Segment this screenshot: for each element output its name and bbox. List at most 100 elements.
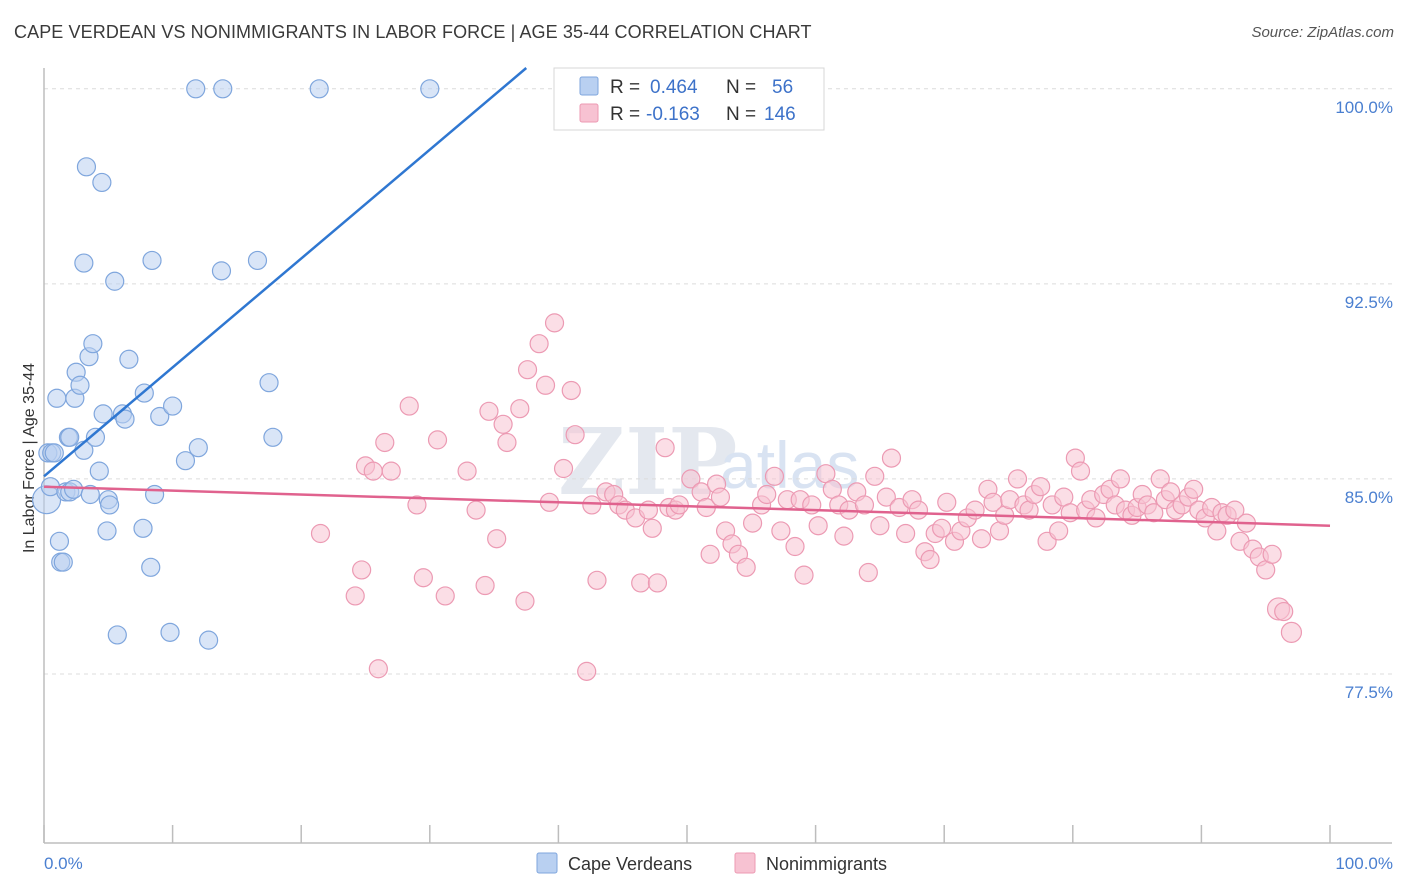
cape-verdean-point-23 bbox=[85, 427, 106, 447]
cape-verdeans-trendline bbox=[43, 67, 528, 478]
y-tick-labels: 77.5% 85.0% 92.5% 100.0% bbox=[1335, 98, 1393, 702]
nonimmigrant-point-18 bbox=[493, 414, 513, 434]
nonimmigrant-point-64 bbox=[794, 565, 814, 585]
cape-verdean-point-37 bbox=[141, 557, 161, 577]
legend-n-value-2: 146 bbox=[764, 104, 796, 125]
cape-verdean-point-22 bbox=[83, 334, 103, 354]
nonimmigrant-point-24 bbox=[535, 375, 556, 395]
nonimmigrant-point-66 bbox=[808, 516, 828, 536]
nonimmigrant-point-142 bbox=[1262, 544, 1282, 564]
x-tick-label-min: 0.0% bbox=[44, 854, 83, 873]
cape-verdean-point-34 bbox=[119, 349, 139, 369]
cape-verdean-point-19 bbox=[76, 157, 97, 177]
nonimmigrant-point-1 bbox=[345, 586, 365, 606]
nonimmigrant-point-133 bbox=[1207, 521, 1227, 541]
nonimmigrant-point-98 bbox=[1007, 469, 1028, 489]
y-tick-label-1: 85.0% bbox=[1345, 488, 1393, 507]
trendlines bbox=[43, 67, 1331, 527]
nonimmigrant-point-32 bbox=[587, 570, 607, 590]
nonimmigrant-point-38 bbox=[631, 573, 651, 593]
nonimmigrant-point-26 bbox=[544, 313, 565, 333]
cape-verdean-point-40 bbox=[150, 406, 170, 427]
nonimmigrants-trendline bbox=[43, 485, 1331, 527]
nonimmigrant-point-9 bbox=[407, 495, 427, 515]
nonimmigrant-point-80 bbox=[896, 523, 916, 544]
y-tick-label-3: 100.0% bbox=[1335, 98, 1393, 117]
cape-verdean-point-4 bbox=[44, 443, 64, 463]
nonimmigrant-point-40 bbox=[642, 518, 662, 538]
cape-verdean-point-50 bbox=[259, 373, 279, 393]
cape-verdean-point-35 bbox=[133, 518, 153, 538]
bottom-legend-swatch-pink bbox=[734, 852, 756, 874]
nonimmigrant-point-7 bbox=[381, 461, 401, 481]
cape-verdeans-points bbox=[31, 79, 440, 650]
nonimmigrant-point-5 bbox=[368, 659, 388, 679]
nonimmigrant-point-17 bbox=[487, 529, 507, 549]
nonimmigrant-point-42 bbox=[655, 438, 675, 458]
nonimmigrant-point-4 bbox=[363, 461, 383, 481]
nonimmigrant-point-129 bbox=[1184, 479, 1204, 499]
nonimmigrant-point-51 bbox=[710, 487, 731, 507]
nonimmigrant-point-78 bbox=[881, 448, 902, 468]
nonimmigrant-point-136 bbox=[1225, 500, 1245, 520]
cape-verdean-point-11 bbox=[60, 427, 80, 447]
x-tick-label-max: 100.0% bbox=[1335, 854, 1393, 873]
nonimmigrant-point-23 bbox=[529, 334, 549, 354]
cape-verdean-point-26 bbox=[93, 404, 113, 424]
cape-verdean-point-49 bbox=[247, 250, 268, 271]
legend-r-label-1: R = bbox=[610, 77, 640, 98]
nonimmigrant-point-74 bbox=[858, 562, 878, 583]
bottom-legend-nonimmigrants: Nonimmigrants bbox=[766, 854, 887, 874]
cape-verdean-point-24 bbox=[89, 461, 109, 481]
nonimmigrant-point-59 bbox=[764, 466, 785, 486]
nonimmigrant-point-0 bbox=[310, 523, 331, 544]
cape-verdean-point-43 bbox=[175, 451, 196, 471]
y-axis-label: In Labor Force | Age 35-44 bbox=[21, 363, 38, 553]
nonimmigrant-point-55 bbox=[736, 557, 756, 577]
cape-verdean-point-51 bbox=[263, 427, 283, 447]
nonimmigrant-point-77 bbox=[876, 487, 896, 507]
cape-verdean-point-52 bbox=[309, 79, 329, 99]
cape-verdean-point-33 bbox=[115, 409, 135, 429]
x-ticks bbox=[43, 825, 1331, 843]
nonimmigrant-point-116 bbox=[1110, 469, 1130, 489]
bottom-legend-cape-verdeans: Cape Verdeans bbox=[568, 854, 692, 874]
nonimmigrant-point-31 bbox=[582, 495, 602, 515]
cape-verdean-point-21 bbox=[80, 484, 100, 505]
bottom-legend-swatch-blue bbox=[536, 852, 558, 874]
legend-r-value-2: -0.163 bbox=[646, 104, 700, 125]
cape-verdean-point-41 bbox=[160, 622, 180, 642]
cape-verdean-point-8 bbox=[53, 552, 73, 572]
cape-verdean-point-53 bbox=[420, 79, 440, 99]
correlation-legend: R = 0.464 N = 56 R = -0.163 N = 146 bbox=[553, 67, 825, 131]
cape-verdean-point-38 bbox=[142, 250, 162, 271]
nonimmigrant-point-87 bbox=[937, 492, 957, 512]
nonimmigrants-points bbox=[310, 313, 1303, 681]
nonimmigrant-point-105 bbox=[1049, 521, 1069, 541]
cape-verdean-point-18 bbox=[74, 253, 94, 273]
legend-n-label-1: N = bbox=[726, 77, 756, 98]
nonimmigrant-point-82 bbox=[908, 500, 929, 520]
legend-r-label-2: R = bbox=[610, 104, 640, 125]
cape-verdean-point-13 bbox=[63, 479, 84, 499]
chart-title: CAPE VERDEAN VS NONIMMIGRANTS IN LABOR F… bbox=[14, 22, 812, 42]
nonimmigrant-point-41 bbox=[647, 573, 668, 593]
nonimmigrant-point-15 bbox=[475, 575, 495, 596]
cape-verdean-point-48 bbox=[213, 79, 233, 99]
nonimmigrant-point-19 bbox=[497, 432, 517, 453]
cape-verdean-point-25 bbox=[92, 172, 112, 193]
nonimmigrant-point-92 bbox=[971, 529, 992, 549]
nonimmigrant-point-8 bbox=[399, 396, 419, 416]
nonimmigrant-point-22 bbox=[517, 360, 538, 380]
cape-verdean-point-16 bbox=[70, 375, 90, 395]
source-label: Source: ZipAtlas.com bbox=[1251, 24, 1394, 41]
nonimmigrant-point-46 bbox=[681, 469, 701, 489]
nonimmigrant-point-109 bbox=[1070, 461, 1091, 481]
nonimmigrant-point-58 bbox=[757, 484, 777, 505]
cape-verdean-point-39 bbox=[144, 484, 165, 505]
nonimmigrant-point-6 bbox=[375, 432, 395, 453]
cape-verdean-point-46 bbox=[199, 630, 219, 650]
nonimmigrant-point-27 bbox=[553, 458, 574, 479]
cape-verdean-point-30 bbox=[105, 271, 125, 291]
